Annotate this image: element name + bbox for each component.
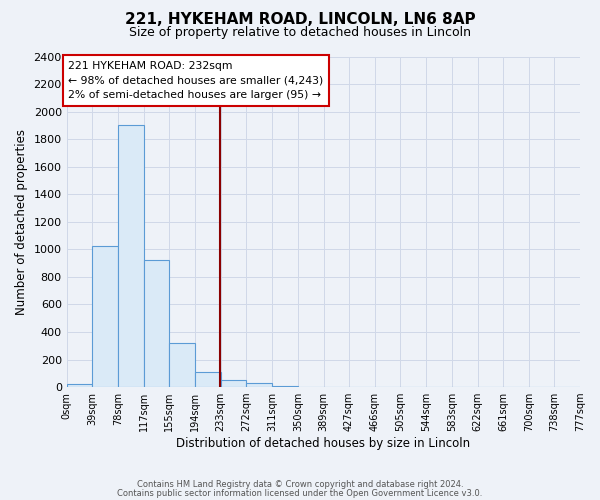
Text: 221, HYKEHAM ROAD, LINCOLN, LN6 8AP: 221, HYKEHAM ROAD, LINCOLN, LN6 8AP: [125, 12, 475, 28]
Bar: [169, 343, 195, 387]
Text: Contains public sector information licensed under the Open Government Licence v3: Contains public sector information licen…: [118, 489, 482, 498]
Bar: [118, 126, 144, 387]
Bar: [195, 372, 221, 387]
X-axis label: Distribution of detached houses by size in Lincoln: Distribution of detached houses by size …: [176, 437, 470, 450]
Text: Contains HM Land Registry data © Crown copyright and database right 2024.: Contains HM Land Registry data © Crown c…: [137, 480, 463, 489]
Text: 221 HYKEHAM ROAD: 232sqm
← 98% of detached houses are smaller (4,243)
2% of semi: 221 HYKEHAM ROAD: 232sqm ← 98% of detach…: [68, 60, 323, 100]
Bar: [92, 246, 118, 387]
Y-axis label: Number of detached properties: Number of detached properties: [15, 129, 28, 315]
Bar: [144, 260, 169, 387]
Bar: [272, 386, 298, 387]
Bar: [67, 384, 92, 387]
Text: Size of property relative to detached houses in Lincoln: Size of property relative to detached ho…: [129, 26, 471, 39]
Bar: [247, 383, 272, 387]
Bar: [221, 380, 247, 387]
